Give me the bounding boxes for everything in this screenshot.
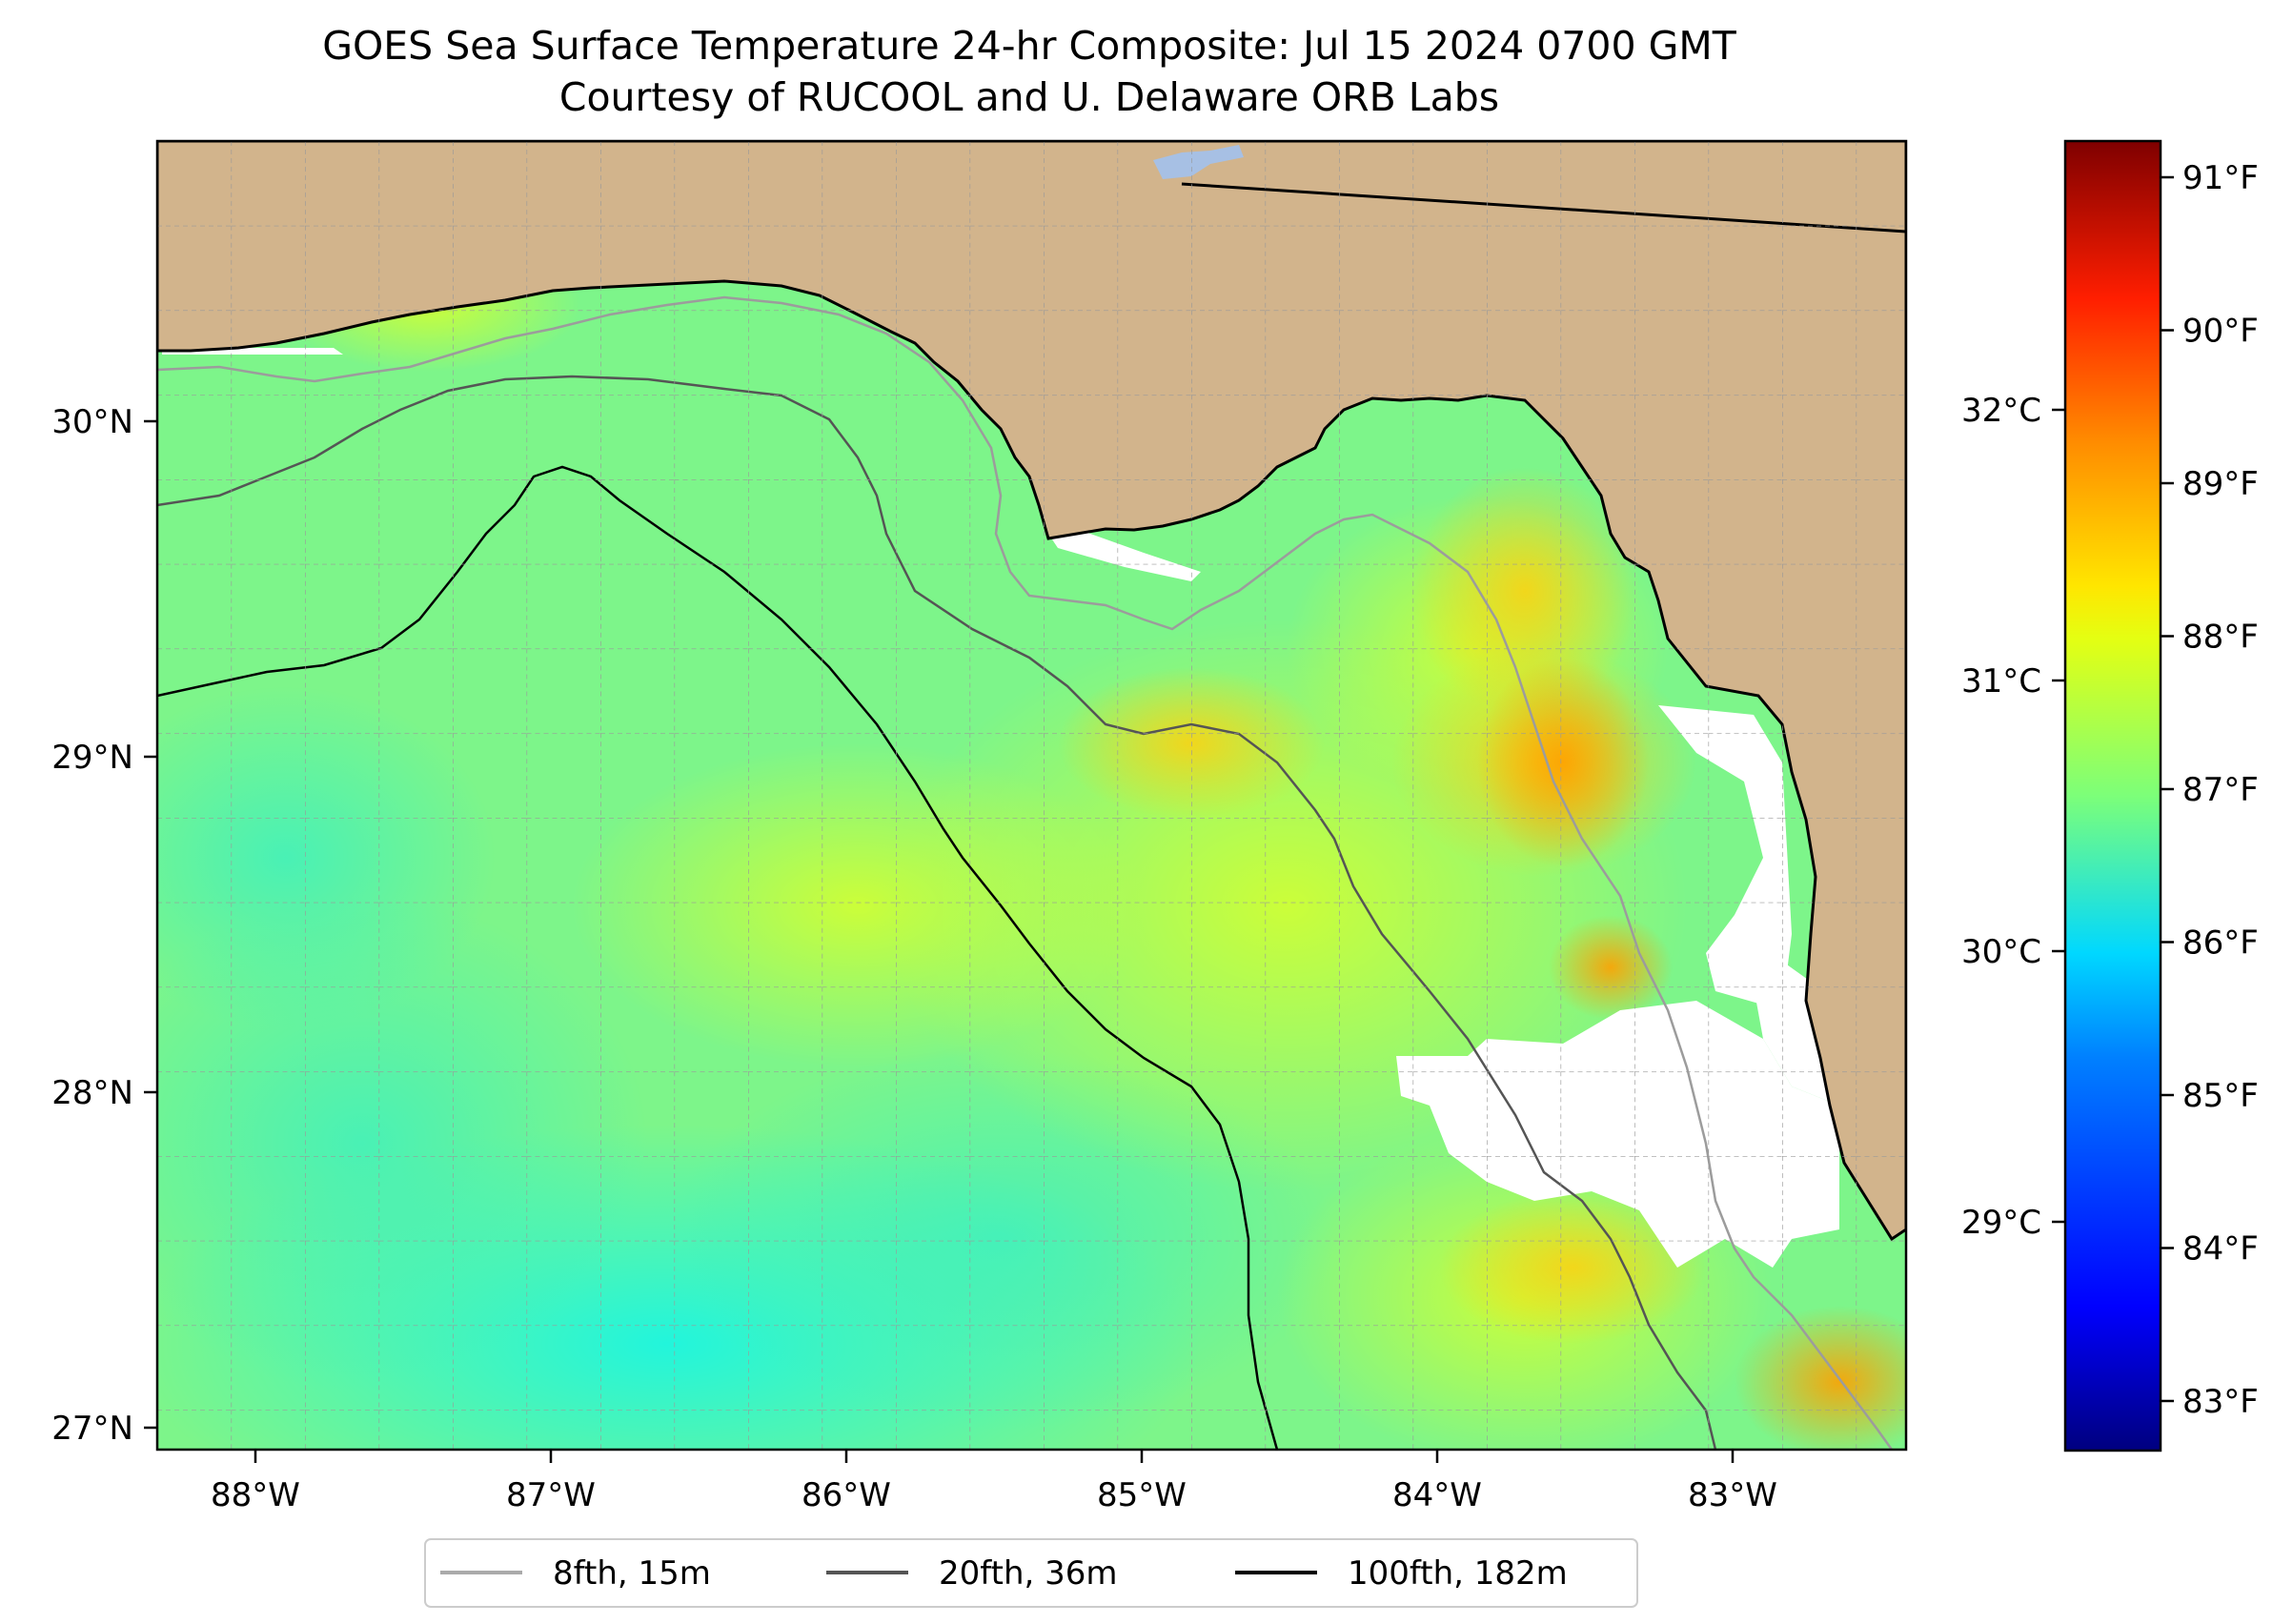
x-tick-label: 85°W [1097, 1476, 1187, 1514]
legend-label: 8fth, 15m [553, 1554, 711, 1593]
c-tick-label: 29°C [1961, 1204, 2041, 1242]
x-tick-label: 87°W [506, 1476, 596, 1514]
y-axis: 27°N 28°N 29°N 30°N [51, 403, 157, 1448]
x-tick-label: 86°W [802, 1476, 891, 1514]
f-tick-label: 83°F [2182, 1383, 2259, 1421]
c-tick-label: 32°C [1961, 392, 2041, 430]
x-axis: 88°W 87°W 86°W 85°W 84°W 83°W [211, 1450, 1777, 1514]
f-tick-label: 88°F [2182, 619, 2259, 657]
f-tick-label: 86°F [2182, 924, 2259, 963]
colorbar: 83°F 84°F 85°F 86°F 87°F 88°F 89°F 90°F 91°F 29°… [1961, 139, 2259, 1452]
legend: 8fth, 15m 20fth, 36m 100fth, 182m [424, 1538, 1638, 1608]
legend-label: 100fth, 182m [1348, 1554, 1568, 1593]
f-tick-label: 91°F [2182, 159, 2259, 197]
y-tick-label: 30°N [51, 403, 133, 441]
c-tick-label: 30°C [1961, 933, 2041, 971]
y-tick-label: 29°N [51, 739, 133, 777]
f-tick-label: 87°F [2182, 771, 2259, 809]
x-tick-label: 84°W [1392, 1476, 1482, 1514]
f-tick-label: 84°F [2182, 1230, 2259, 1269]
f-tick-label: 90°F [2182, 313, 2259, 351]
sst-map [157, 141, 1906, 1450]
c-tick-label: 31°C [1961, 662, 2041, 700]
colorbar-gradient [2063, 139, 2162, 1452]
legend-label: 20fth, 36m [939, 1554, 1118, 1593]
colorbar-c-ticks: 29°C 30°C 31°C 32°C [1961, 392, 2065, 1242]
f-tick-label: 89°F [2182, 465, 2259, 503]
x-tick-label: 88°W [211, 1476, 300, 1514]
map-subtitle: Courtesy of RUCOOL and U. Delaware ORB L… [558, 74, 1500, 120]
colorbar-f-ticks: 83°F 84°F 85°F 86°F 87°F 88°F 89°F 90°F 91°F [2161, 159, 2259, 1421]
f-tick-label: 85°F [2182, 1077, 2259, 1115]
map-title: GOES Sea Surface Temperature 24-hr Compo… [322, 23, 1736, 69]
y-tick-label: 28°N [51, 1074, 133, 1112]
y-tick-label: 27°N [51, 1410, 133, 1448]
x-tick-label: 83°W [1688, 1476, 1777, 1514]
